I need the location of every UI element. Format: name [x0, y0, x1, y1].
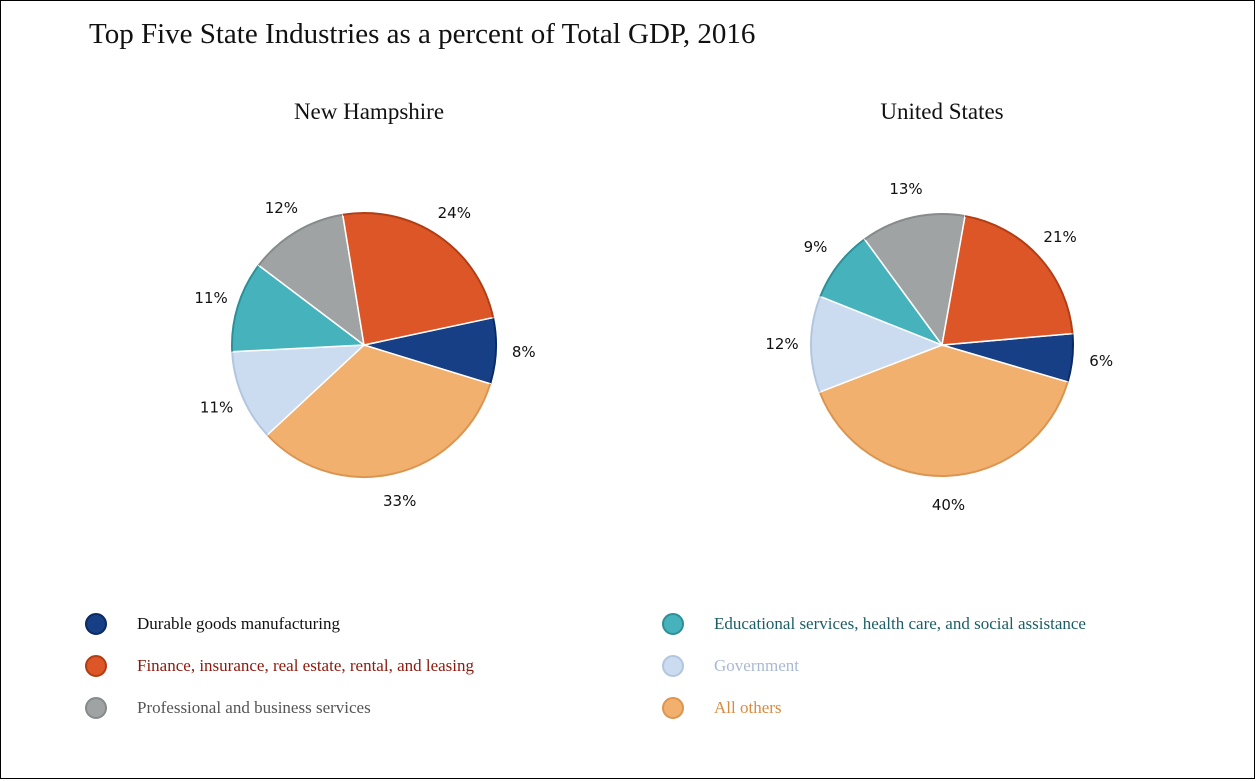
pie-data-label: 6%	[1089, 352, 1113, 370]
pie-new-hampshire: 8% 33% 11% 11% 12% 24%	[194, 199, 535, 510]
pie-slice-rim	[864, 213, 966, 241]
pie-data-label: 33%	[383, 492, 416, 510]
pie-slice-rim	[231, 264, 260, 352]
legend-item-durable-goods: Durable goods manufacturing	[85, 609, 340, 639]
pie-data-label: 9%	[804, 238, 828, 256]
pie-data-label: 21%	[1043, 228, 1076, 246]
legend-label-professional: Professional and business services	[137, 698, 371, 717]
pie-title-united-states: United States	[880, 99, 1004, 124]
pie-title-new-hampshire: New Hampshire	[293, 99, 445, 124]
legend-label-durable-goods: Durable goods manufacturing	[137, 614, 340, 633]
pie-slice-rim	[231, 351, 269, 436]
legend-item-educational: Educational services, health care, and s…	[662, 609, 1086, 639]
pie-data-label: 24%	[438, 204, 471, 222]
pie-charts: 8% 33% 11% 11% 12% 24% 6% 40% 12% 9% 13% 21%	[194, 180, 1113, 514]
pie-slice-rim	[1066, 333, 1074, 383]
pie-data-label: 12%	[265, 199, 298, 217]
pie-slice-rim	[810, 296, 822, 393]
pie-data-label: 8%	[512, 343, 536, 361]
pie-slice-rim	[257, 213, 343, 266]
legend-swatch-professional	[85, 697, 107, 719]
legend-item-all-others: All others	[662, 693, 782, 723]
legend-label-government: Government	[714, 656, 799, 675]
pie-data-label: 40%	[932, 496, 965, 514]
legend-label-educational: Educational services, health care, and s…	[714, 614, 1086, 633]
pie-slice-rim	[489, 317, 497, 385]
legend-swatch-all-others	[662, 697, 684, 719]
legend-label-all-others: All others	[714, 698, 782, 717]
pie-slice-rim	[266, 383, 492, 478]
legend-item-government: Government	[662, 651, 799, 681]
pie-data-label: 11%	[200, 398, 233, 416]
legend-swatch-finance	[85, 655, 107, 677]
pie-data-label: 12%	[765, 335, 798, 353]
pie-slice-rim	[342, 212, 495, 318]
legend-item-professional: Professional and business services	[85, 693, 371, 723]
pie-united-states: 6% 40% 12% 9% 13% 21%	[765, 180, 1113, 514]
legend-swatch-durable-goods	[85, 613, 107, 635]
legend-swatch-government	[662, 655, 684, 677]
legend-label-finance: Finance, insurance, real estate, rental,…	[137, 656, 475, 675]
legend-item-finance: Finance, insurance, real estate, rental,…	[85, 651, 474, 681]
pie-slice-rim	[819, 238, 866, 297]
pie-data-label: 13%	[889, 180, 922, 198]
pie-slice-rim	[818, 381, 1069, 478]
pie-slice-rim	[964, 215, 1074, 334]
pie-data-label: 11%	[194, 289, 227, 307]
page-title: Top Five State Industries as a percent o…	[89, 18, 756, 50]
legend-swatch-educational	[662, 613, 684, 635]
